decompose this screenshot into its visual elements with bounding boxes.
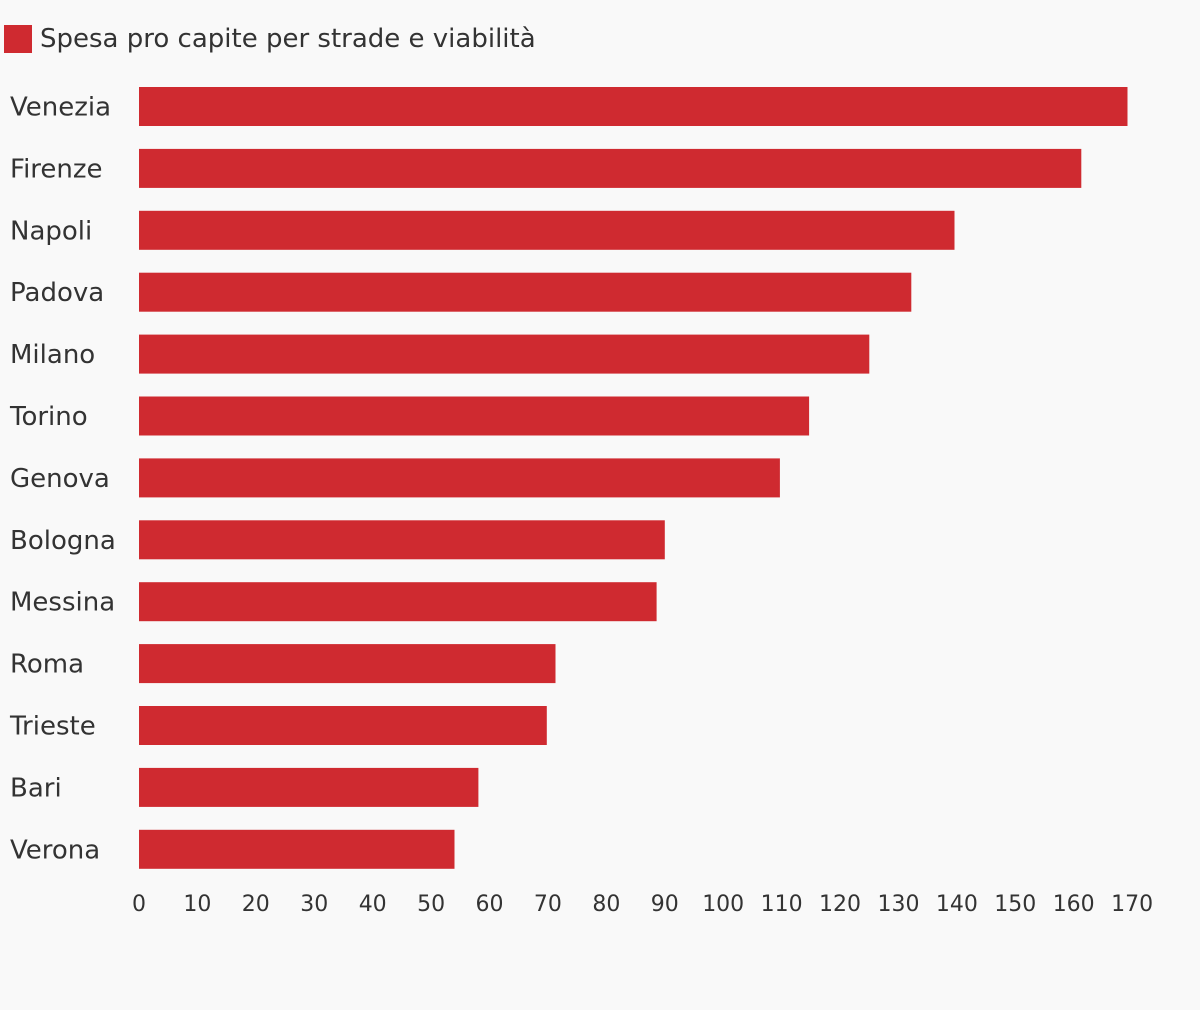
x-tick-label: 70 bbox=[534, 892, 562, 917]
bar-venezia bbox=[139, 87, 1128, 126]
bar-bologna bbox=[139, 520, 665, 560]
x-tick-label: 90 bbox=[651, 892, 679, 917]
x-tick-label: 40 bbox=[359, 892, 387, 917]
category-label-roma: Roma bbox=[10, 650, 84, 680]
legend: Spesa pro capite per strade e viabilità bbox=[4, 24, 536, 54]
bar-trieste bbox=[139, 706, 547, 745]
category-label-napoli: Napoli bbox=[10, 216, 92, 246]
x-tick-label: 130 bbox=[878, 892, 920, 917]
category-label-verona: Verona bbox=[10, 835, 100, 865]
category-label-bari: Bari bbox=[10, 773, 62, 803]
x-tick-label: 80 bbox=[592, 892, 620, 917]
bars-layer bbox=[139, 87, 1128, 869]
bar-napoli bbox=[139, 210, 955, 250]
x-tick-label: 150 bbox=[994, 892, 1036, 917]
x-tick-label: 140 bbox=[936, 892, 978, 917]
x-tick-label: 120 bbox=[819, 892, 861, 917]
x-tick-label: 100 bbox=[702, 892, 744, 917]
category-label-trieste: Trieste bbox=[9, 712, 96, 742]
category-label-genova: Genova bbox=[10, 464, 110, 494]
category-label-padova: Padova bbox=[10, 278, 104, 308]
x-tick-label: 160 bbox=[1053, 892, 1095, 917]
category-label-bologna: Bologna bbox=[10, 526, 116, 556]
category-label-torino: Torino bbox=[9, 402, 88, 432]
bar-genova bbox=[139, 458, 780, 498]
x-tick-label: 0 bbox=[132, 892, 146, 917]
category-labels: Venezia Firenze Napoli Padova Milano Torino Ge… bbox=[9, 93, 116, 866]
x-tick-label: 110 bbox=[761, 892, 803, 917]
x-tick-label: 170 bbox=[1111, 892, 1153, 917]
bar-verona bbox=[139, 829, 455, 869]
bar-firenze bbox=[139, 148, 1082, 188]
bar-padova bbox=[139, 272, 912, 312]
category-label-milano: Milano bbox=[10, 340, 95, 370]
x-tick-label: 60 bbox=[476, 892, 504, 917]
bar-messina bbox=[139, 582, 657, 622]
category-label-messina: Messina bbox=[10, 588, 115, 618]
legend-swatch bbox=[4, 25, 32, 53]
bar-bari bbox=[139, 767, 479, 807]
x-axis-ticks: 0 10 20 30 40 50 60 70 80 90 100 110 120 130 140 150 160… bbox=[132, 892, 1153, 917]
category-label-venezia: Venezia bbox=[10, 93, 111, 123]
category-label-firenze: Firenze bbox=[10, 154, 103, 184]
x-tick-label: 20 bbox=[242, 892, 270, 917]
x-tick-label: 10 bbox=[183, 892, 211, 917]
legend-label: Spesa pro capite per strade e viabilità bbox=[40, 24, 536, 54]
x-tick-label: 30 bbox=[300, 892, 328, 917]
x-tick-label: 50 bbox=[417, 892, 445, 917]
bar-torino bbox=[139, 396, 810, 436]
bar-roma bbox=[139, 644, 556, 684]
bar-milano bbox=[139, 334, 870, 374]
